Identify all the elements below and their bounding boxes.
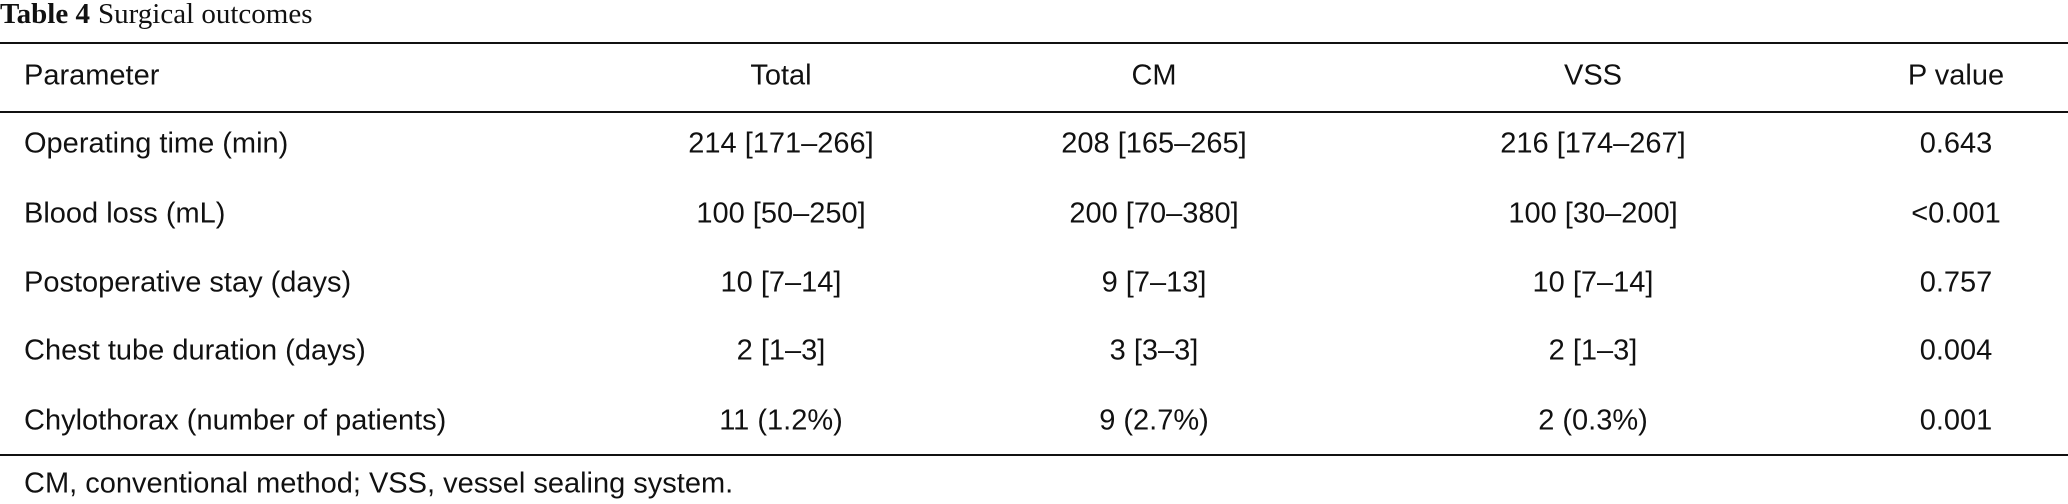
table-cell: 11 (1.2%) xyxy=(719,405,843,437)
table-cell: 9 (2.7%) xyxy=(1099,405,1209,437)
table-cell: 3 [3–3] xyxy=(1110,335,1199,367)
row-label: Chest tube duration (days) xyxy=(24,335,366,367)
table-cell: 0.001 xyxy=(1920,405,1993,437)
column-header: P value xyxy=(1908,60,2004,92)
table-cell: 216 [174–267] xyxy=(1500,128,1685,160)
table-cell: 0.757 xyxy=(1920,267,1993,299)
table-cell: 200 [70–380] xyxy=(1069,198,1238,230)
row-label: Operating time (min) xyxy=(24,128,288,160)
table-cell: 10 [7–14] xyxy=(721,267,842,299)
table-label: Table 4 xyxy=(0,0,90,30)
table-cell: 100 [50–250] xyxy=(696,198,865,230)
footnote: CM, conventional method; VSS, vessel sea… xyxy=(24,468,733,500)
title: Table 4 Surgical outcomes xyxy=(0,0,313,30)
table-cell: <0.001 xyxy=(1911,198,2001,230)
column-header: Parameter xyxy=(24,60,160,92)
column-header: CM xyxy=(1131,60,1176,92)
column-header: VSS xyxy=(1564,60,1622,92)
row-label: Postoperative stay (days) xyxy=(24,267,351,299)
table-cell: 2 (0.3%) xyxy=(1538,405,1648,437)
table-title: Surgical outcomes xyxy=(98,0,313,30)
column-header: Total xyxy=(750,60,811,92)
table-cell: 0.004 xyxy=(1920,335,1993,367)
table-cell: 214 [171–266] xyxy=(688,128,873,160)
table-cell: 10 [7–14] xyxy=(1533,267,1654,299)
row-label: Chylothorax (number of patients) xyxy=(24,405,446,437)
table-cell: 2 [1–3] xyxy=(1549,335,1638,367)
table-cell: 9 [7–13] xyxy=(1102,267,1207,299)
table-cell: 100 [30–200] xyxy=(1508,198,1677,230)
row-label: Blood loss (mL) xyxy=(24,198,225,230)
table-cell: 208 [165–265] xyxy=(1061,128,1246,160)
table-cell: 0.643 xyxy=(1920,128,1993,160)
table-cell: 2 [1–3] xyxy=(737,335,826,367)
